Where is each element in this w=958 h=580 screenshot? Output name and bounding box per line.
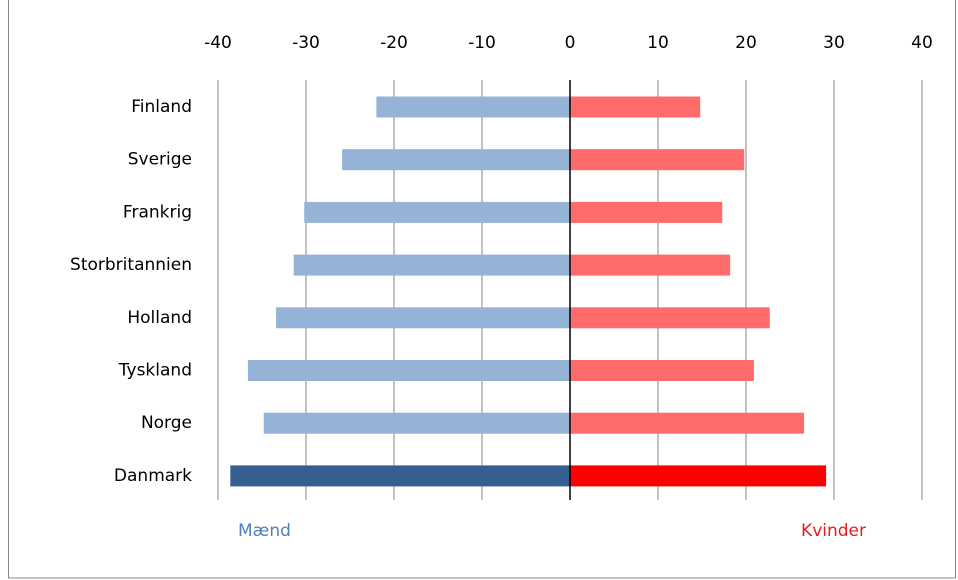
bar [570,360,754,381]
x-tick-label: -30 [292,33,320,53]
x-tick-label: 20 [735,33,757,53]
y-tick-label: Storbritannien [70,255,192,275]
x-tick-label: -40 [204,33,232,53]
legend-label: Kvinder [801,521,866,541]
bar [570,254,731,276]
y-tick-label: Tyskland [118,361,192,381]
x-tick-label: 10 [647,33,669,53]
bar [570,96,701,118]
bar [570,465,827,487]
bar [304,201,570,223]
x-tick-label: -10 [468,33,496,53]
bar [230,465,570,487]
bar [276,307,570,329]
y-tick-label: Sverige [128,150,192,170]
y-tick-label: Holland [127,308,192,328]
y-tick-label: Danmark [114,466,192,486]
bar [263,412,570,434]
bar [342,149,570,171]
x-tick-label: -20 [380,33,408,53]
x-tick-label: 0 [565,33,576,53]
x-tick-label: 30 [823,33,845,53]
bar [570,307,770,329]
y-tick-label: Finland [131,97,192,117]
legend-label: Mænd [238,521,291,541]
y-tick-label: Norge [141,413,192,433]
bar [376,96,570,118]
bar [570,412,805,434]
bar [570,201,723,223]
y-tick-label: Frankrig [123,202,192,222]
bar [570,149,745,171]
bar [293,254,570,276]
x-tick-label: 40 [911,33,933,53]
bar [247,360,571,381]
